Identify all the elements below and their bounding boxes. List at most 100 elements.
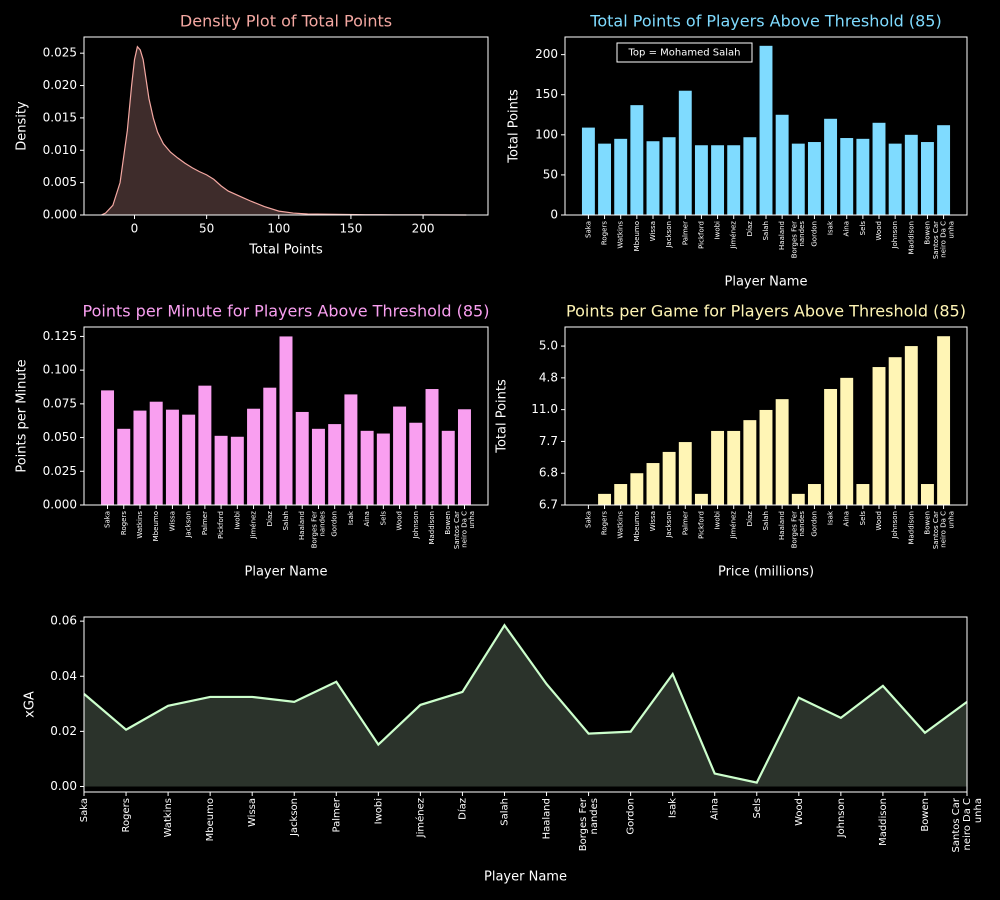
bar: [198, 385, 212, 505]
bar: [230, 436, 244, 505]
y-axis-label: Total Points: [495, 379, 510, 454]
bar: [743, 137, 757, 215]
bar: [133, 410, 147, 505]
x-tick-label: Wood: [875, 221, 883, 241]
x-tick-label: Palmer: [201, 511, 209, 535]
y-tick-label: 0.000: [43, 498, 77, 512]
bar: [149, 401, 163, 505]
x-tick-label: Palmer: [681, 511, 689, 535]
bar: [311, 428, 325, 505]
annotation-box: [616, 42, 753, 63]
area-fill: [101, 46, 467, 216]
y-tick-label: 100: [535, 127, 558, 141]
y-tick-label: 150: [535, 87, 558, 101]
x-tick-label: Rogers: [120, 511, 128, 535]
bar: [182, 414, 196, 505]
x-axis-label: Total Points: [248, 243, 323, 258]
x-tick-label: Maddison: [907, 221, 915, 255]
x-tick-label: Aina: [843, 221, 851, 236]
bar: [775, 399, 789, 505]
x-tick-label: Wissa: [649, 221, 657, 241]
x-tick-label: Palmer: [681, 221, 689, 245]
x-tick-label: Johnson: [412, 511, 420, 540]
bar: [376, 433, 390, 505]
bar: [678, 442, 692, 505]
y-tick-label: 0.025: [43, 46, 77, 60]
y-tick-label: 0.050: [43, 430, 77, 444]
x-tick-label: Isak: [668, 798, 679, 818]
bar: [457, 409, 471, 505]
x-tick-label: Pickford: [697, 221, 705, 249]
x-tick-label: Haaland: [778, 511, 786, 540]
x-tick-label: Iwobi: [233, 511, 241, 530]
x-tick-label: Haaland: [298, 511, 306, 540]
bar: [247, 408, 261, 505]
x-tick-label: Santos Carneiro Da Cunha: [932, 221, 955, 259]
bar: [743, 420, 757, 505]
x-tick-label: Johnson: [891, 511, 899, 540]
y-tick-label: 0.04: [50, 669, 77, 683]
x-tick-label: Isak: [347, 510, 355, 525]
x-tick-label: Jackson: [185, 511, 193, 539]
bar: [214, 435, 228, 505]
x-tick-label: Santos Carneiro Da Cunha: [932, 511, 955, 549]
bar: [646, 141, 660, 215]
x-tick-label: Rogers: [601, 221, 609, 245]
x-tick-label: 150: [339, 222, 362, 236]
bar: [694, 145, 708, 215]
bar: [598, 493, 612, 505]
bar: [791, 493, 805, 505]
y-axis-label: Density: [15, 101, 30, 151]
x-tick-label: 0: [131, 222, 139, 236]
bar: [872, 367, 886, 505]
x-tick-label: Mbeumo: [633, 511, 641, 541]
x-tick-label: Jiménez: [730, 221, 738, 250]
x-tick-label: 200: [412, 222, 435, 236]
x-tick-label: Saka: [584, 511, 592, 528]
x-tick-label: Borges Fernandes: [790, 511, 806, 549]
bar: [727, 430, 741, 505]
x-tick-label: Bowen: [923, 221, 931, 245]
x-tick-label: Bowen: [444, 511, 452, 535]
bar: [662, 137, 676, 215]
bar: [840, 138, 854, 215]
y-tick-label: 0.020: [43, 78, 77, 92]
x-tick-label: 100: [267, 222, 290, 236]
x-tick-label: Pickford: [217, 511, 225, 539]
x-tick-label: Salah: [282, 511, 290, 530]
x-tick-label: Watkins: [136, 511, 144, 539]
bar: [662, 451, 676, 505]
bar: [888, 143, 902, 215]
bar: [328, 424, 342, 505]
x-axis-label: Player Name: [484, 870, 567, 885]
bar: [101, 390, 115, 505]
bar: [646, 463, 660, 505]
bar: [759, 409, 773, 505]
y-tick-label: 0.00: [50, 779, 77, 793]
x-tick-label: Gordon: [810, 221, 818, 247]
x-tick-label: Maddison: [878, 798, 889, 846]
x-tick-label: Borges Fernandes: [311, 511, 327, 549]
x-tick-label: Rogers: [121, 798, 132, 832]
x-tick-label: Wood: [794, 798, 805, 826]
axes-frame: [83, 36, 489, 216]
x-tick-label: Watkins: [617, 221, 625, 249]
x-tick-label: Watkins: [617, 511, 625, 539]
x-tick-label: Bowen: [920, 798, 931, 832]
bar: [344, 394, 358, 505]
bar: [824, 388, 838, 505]
bar: [295, 411, 309, 505]
y-tick-label: 0.02: [50, 724, 77, 738]
y-tick-label: 0.100: [43, 363, 77, 377]
bar: [581, 127, 595, 215]
x-tick-label: Jackson: [665, 221, 673, 249]
bar: [441, 430, 455, 505]
y-tick-label: 0.06: [50, 614, 77, 628]
x-tick-label: Wood: [396, 511, 404, 531]
x-tick-label: Johnson: [891, 221, 899, 250]
y-tick-label: 11.0: [531, 402, 558, 416]
y-tick-label: 4.8: [539, 370, 558, 384]
y-tick-label: 0.075: [43, 396, 77, 410]
x-tick-label: Bowen: [923, 511, 931, 535]
